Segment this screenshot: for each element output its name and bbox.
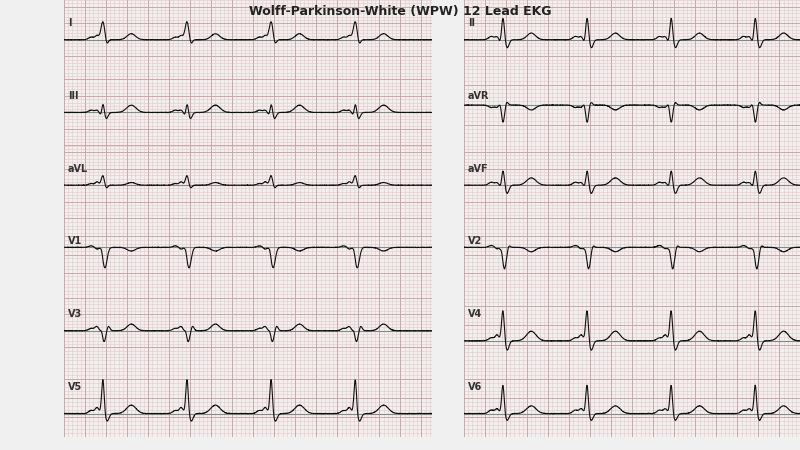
- Text: V6: V6: [468, 382, 482, 392]
- Text: II: II: [468, 18, 474, 28]
- Text: I: I: [68, 18, 71, 28]
- Text: V5: V5: [68, 382, 82, 392]
- Text: V2: V2: [468, 236, 482, 247]
- Text: aVF: aVF: [468, 164, 488, 174]
- Text: aVR: aVR: [468, 91, 489, 101]
- Text: V4: V4: [468, 309, 482, 319]
- Text: Wolff-Parkinson-White (WPW) 12 Lead EKG: Wolff-Parkinson-White (WPW) 12 Lead EKG: [249, 4, 551, 18]
- Text: V1: V1: [68, 236, 82, 247]
- Text: III: III: [68, 91, 78, 101]
- Text: V3: V3: [68, 309, 82, 319]
- Text: aVL: aVL: [68, 164, 88, 174]
